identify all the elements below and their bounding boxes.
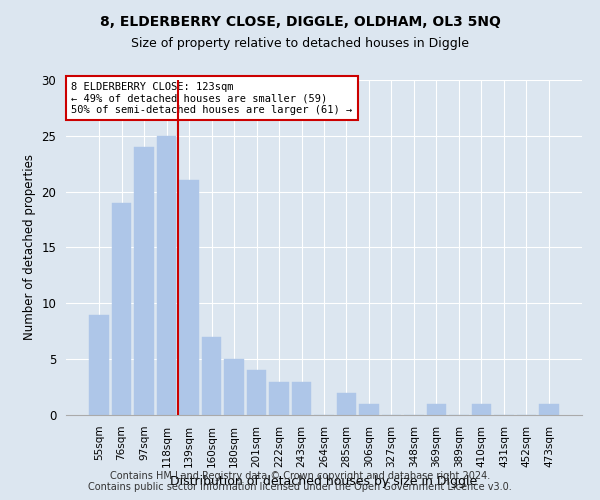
Bar (269, 382, 289, 415)
Bar (337, 392, 356, 415)
Text: 8, ELDERBERRY CLOSE, DIGGLE, OLDHAM, OL3 5NQ: 8, ELDERBERRY CLOSE, DIGGLE, OLDHAM, OL3… (100, 15, 500, 29)
Bar (539, 404, 559, 415)
Bar (359, 404, 379, 415)
Bar (112, 203, 131, 415)
Text: Contains HM Land Registry data © Crown copyright and database right 2024.
Contai: Contains HM Land Registry data © Crown c… (88, 471, 512, 492)
Bar (247, 370, 266, 415)
Bar (157, 136, 176, 415)
Y-axis label: Number of detached properties: Number of detached properties (23, 154, 36, 340)
Bar (224, 359, 244, 415)
Bar (292, 382, 311, 415)
Bar (89, 314, 109, 415)
Text: Size of property relative to detached houses in Diggle: Size of property relative to detached ho… (131, 38, 469, 51)
Bar (427, 404, 446, 415)
X-axis label: Distribution of detached houses by size in Diggle: Distribution of detached houses by size … (170, 475, 478, 488)
Text: 8 ELDERBERRY CLOSE: 123sqm
← 49% of detached houses are smaller (59)
50% of semi: 8 ELDERBERRY CLOSE: 123sqm ← 49% of deta… (71, 82, 352, 115)
Bar (472, 404, 491, 415)
Bar (179, 180, 199, 415)
Bar (134, 147, 154, 415)
Bar (202, 337, 221, 415)
